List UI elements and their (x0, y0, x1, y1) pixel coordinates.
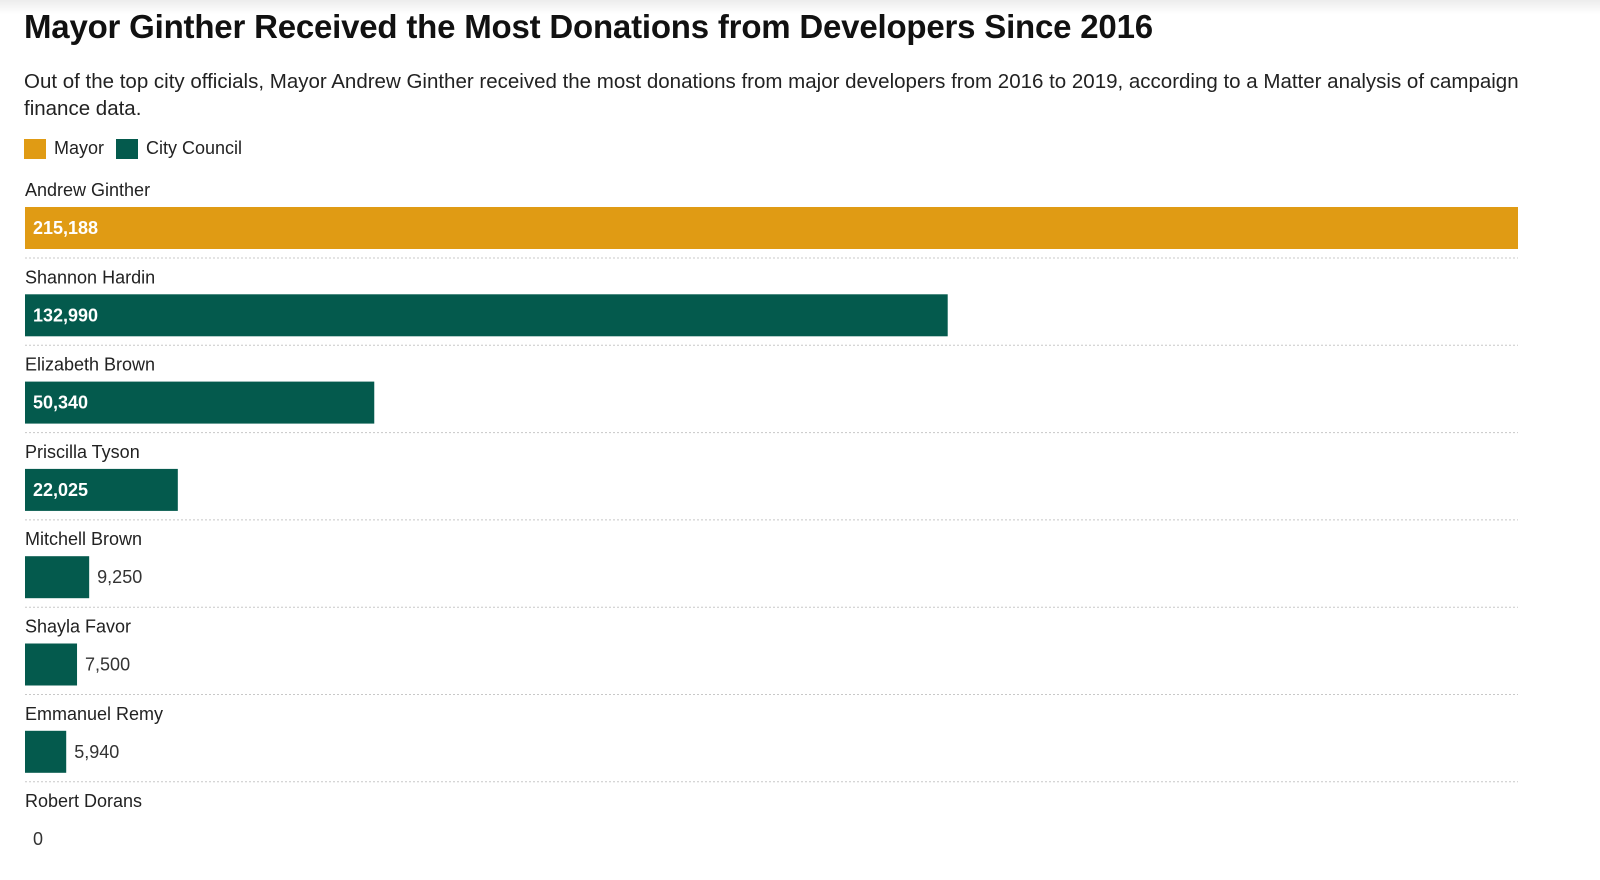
category-label-emmanuel-remy: Emmanuel Remy (25, 704, 163, 724)
top-shade (0, 0, 1600, 14)
category-label-shannon-hardin: Shannon Hardin (25, 267, 155, 287)
category-label-andrew-ginther: Andrew Ginther (25, 180, 150, 200)
value-label-shayla-favor: 7,500 (85, 655, 130, 675)
legend-swatch-city-council (116, 138, 139, 159)
bar-andrew-ginther (25, 207, 1518, 249)
bar-priscilla-tyson (25, 468, 178, 511)
category-label-shayla-favor: Shayla Favor (25, 617, 131, 637)
category-label-priscilla-tyson: Priscilla Tyson (25, 442, 140, 462)
category-label-elizabeth-brown: Elizabeth Brown (25, 355, 155, 375)
bar-mitchell-brown (25, 556, 90, 599)
chart-title: Mayor Ginther Received the Most Donation… (24, 8, 1153, 45)
legend-label-mayor: Mayor (54, 138, 105, 158)
legend: Mayor City Council (24, 138, 242, 159)
category-label-mitchell-brown: Mitchell Brown (25, 529, 142, 549)
value-label-andrew-ginther: 215,188 (33, 218, 98, 238)
bar-shannon-hardin (25, 294, 948, 337)
legend-swatch-mayor (24, 138, 46, 159)
value-label-robert-dorans: 0 (33, 829, 43, 849)
value-label-elizabeth-brown: 50,340 (33, 393, 88, 413)
bar-shayla-favor (25, 643, 78, 686)
value-label-shannon-hardin: 132,990 (33, 305, 98, 325)
legend-item-city-council: City Council (116, 138, 242, 159)
chart-subtitle: Out of the top city officials, Mayor And… (24, 70, 1519, 120)
value-label-emmanuel-remy: 5,940 (74, 742, 119, 762)
bar-emmanuel-remy (25, 730, 67, 773)
value-label-priscilla-tyson: 22,025 (33, 480, 88, 500)
value-label-mitchell-brown: 9,250 (97, 567, 142, 587)
legend-item-mayor: Mayor (24, 138, 104, 159)
legend-label-city-council: City Council (146, 138, 243, 158)
bar-elizabeth-brown (25, 381, 375, 424)
category-label-robert-dorans: Robert Dorans (25, 791, 142, 811)
